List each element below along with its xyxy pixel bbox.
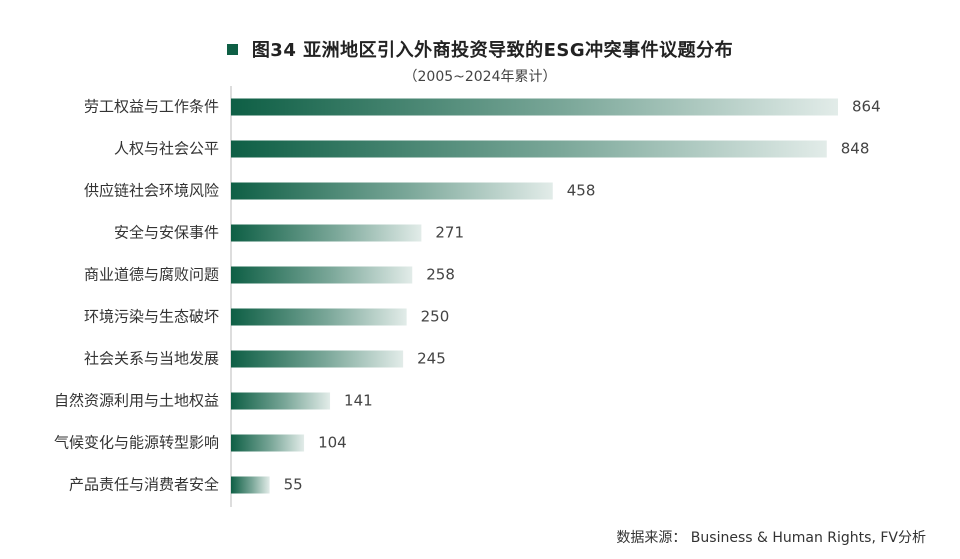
bar: [231, 350, 404, 368]
value-label: 141: [344, 392, 373, 410]
value-label: 250: [421, 308, 450, 326]
value-label: 848: [841, 140, 870, 158]
value-label: 245: [417, 350, 446, 368]
bar: [231, 98, 838, 116]
bar: [231, 476, 270, 494]
data-source-note: 数据来源： Business & Human Rights, FV分析: [616, 530, 926, 546]
bar: [231, 434, 305, 452]
value-label: 458: [567, 182, 596, 200]
value-label: 258: [426, 266, 455, 284]
category-label: 供应链社会环境风险: [84, 182, 219, 200]
category-label: 自然资源利用与土地权益: [54, 392, 219, 410]
category-label: 劳工权益与工作条件: [84, 98, 219, 116]
value-label: 55: [284, 476, 303, 494]
bar: [231, 182, 553, 200]
value-label: 864: [852, 98, 881, 116]
bar: [231, 224, 422, 242]
bar: [231, 266, 413, 284]
category-label: 环境污染与生态破坏: [84, 308, 219, 326]
category-label: 社会关系与当地发展: [84, 350, 219, 368]
chart-title: 图34 亚洲地区引入外商投资导致的ESG冲突事件议题分布: [251, 40, 734, 61]
bar: [231, 392, 331, 410]
category-label: 商业道德与腐败问题: [84, 266, 219, 284]
category-label: 产品责任与消费者安全: [69, 476, 219, 494]
chart-subtitle: （2005~2024年累计）: [403, 69, 557, 85]
chart-title-row: 图34 亚洲地区引入外商投资导致的ESG冲突事件议题分布: [0, 36, 960, 62]
category-label: 气候变化与能源转型影响: [54, 434, 219, 452]
category-label: 人权与社会公平: [114, 140, 219, 158]
value-label: 271: [435, 224, 464, 242]
bar: [231, 308, 407, 326]
title-square-icon: [226, 43, 238, 55]
bar: [231, 140, 827, 158]
value-label: 104: [318, 434, 347, 452]
category-label: 安全与安保事件: [114, 224, 219, 242]
